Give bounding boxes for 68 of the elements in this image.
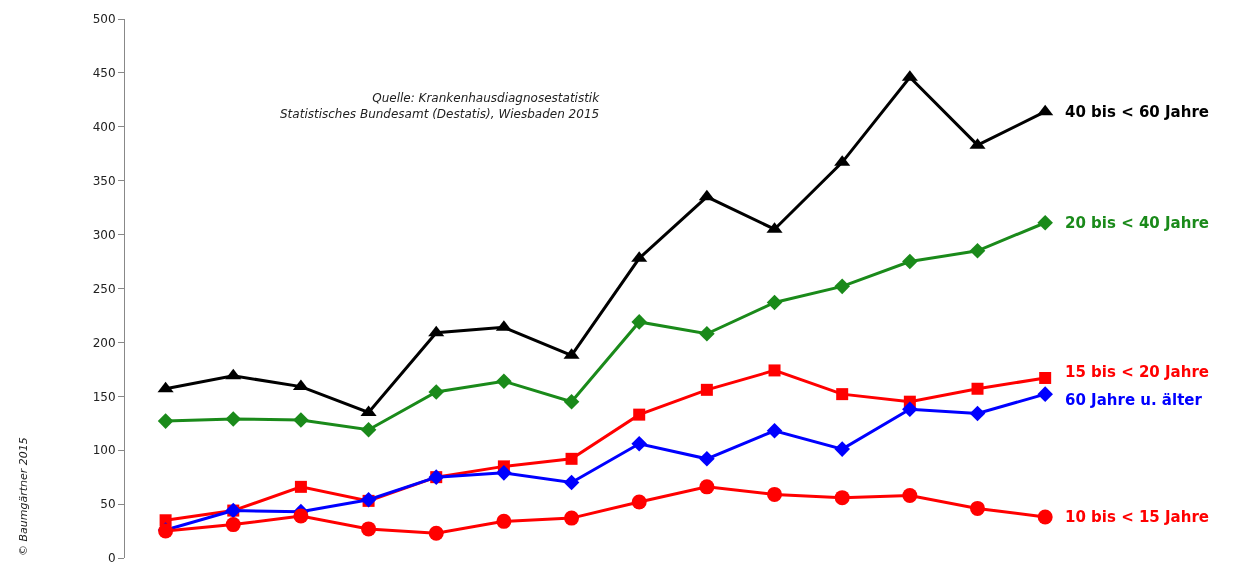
point xyxy=(633,408,646,421)
point xyxy=(563,474,580,491)
text: © Baumgärtner 2015 xyxy=(17,437,30,556)
point xyxy=(496,513,512,529)
point xyxy=(428,525,444,541)
y-tick-label: 50 xyxy=(100,497,116,512)
point xyxy=(836,388,849,401)
point xyxy=(698,189,715,201)
series-label: 10 bis < 15 Jahre xyxy=(1065,508,1209,526)
point xyxy=(902,253,918,270)
point xyxy=(699,325,715,342)
y-tick-label: 150 xyxy=(92,389,116,404)
series-label: 20 bis < 40 Jahre xyxy=(1065,214,1209,232)
point xyxy=(699,451,715,467)
point xyxy=(768,364,781,377)
point xyxy=(225,411,242,427)
point xyxy=(969,405,986,422)
point xyxy=(970,500,986,516)
point xyxy=(1037,386,1053,402)
point xyxy=(834,441,850,457)
y-tick-label: 250 xyxy=(92,281,116,296)
point xyxy=(496,373,512,390)
point xyxy=(292,379,309,391)
point xyxy=(699,479,715,495)
point xyxy=(361,521,377,537)
point xyxy=(294,480,307,493)
point xyxy=(1037,104,1054,116)
series-label: 60 Jahre u. älter xyxy=(1065,391,1203,409)
point xyxy=(360,421,377,438)
series-label: 40 bis < 60 Jahre xyxy=(1065,103,1209,121)
point xyxy=(902,487,918,503)
point xyxy=(1037,509,1053,525)
point xyxy=(293,412,309,428)
point xyxy=(565,452,578,465)
point xyxy=(631,494,647,510)
point xyxy=(766,294,783,311)
point xyxy=(971,382,984,395)
point xyxy=(834,490,850,506)
point xyxy=(766,423,783,439)
point xyxy=(563,393,580,410)
point xyxy=(631,435,648,452)
point xyxy=(157,413,174,429)
point xyxy=(1039,371,1052,384)
point xyxy=(834,278,850,295)
point xyxy=(700,383,713,396)
point xyxy=(564,510,580,526)
point xyxy=(1037,214,1053,231)
point xyxy=(225,368,242,380)
point xyxy=(631,314,648,330)
y-tick-label: 100 xyxy=(92,443,116,458)
series-label: 15 bis < 20 Jahre xyxy=(1065,363,1209,381)
point xyxy=(969,242,986,259)
y-tick-label: 300 xyxy=(92,227,116,242)
y-tick-label: 0 xyxy=(107,551,116,566)
y-tick-label: 500 xyxy=(92,12,116,27)
point xyxy=(225,517,241,533)
point xyxy=(157,381,174,393)
point xyxy=(428,384,445,400)
point xyxy=(496,465,512,481)
y-tick-label: 200 xyxy=(92,335,116,350)
point xyxy=(293,508,309,524)
y-tick-label: 450 xyxy=(92,66,116,81)
point xyxy=(428,325,445,337)
annotation: Quelle: Krankenhausdiagnosestatistik Statistisches Bundesamt (Destatis), Wiesbaden 2015 xyxy=(280,91,601,121)
point xyxy=(902,401,918,418)
y-tick-label: 350 xyxy=(92,173,116,188)
point xyxy=(767,486,783,502)
y-tick-label: 400 xyxy=(92,120,116,134)
